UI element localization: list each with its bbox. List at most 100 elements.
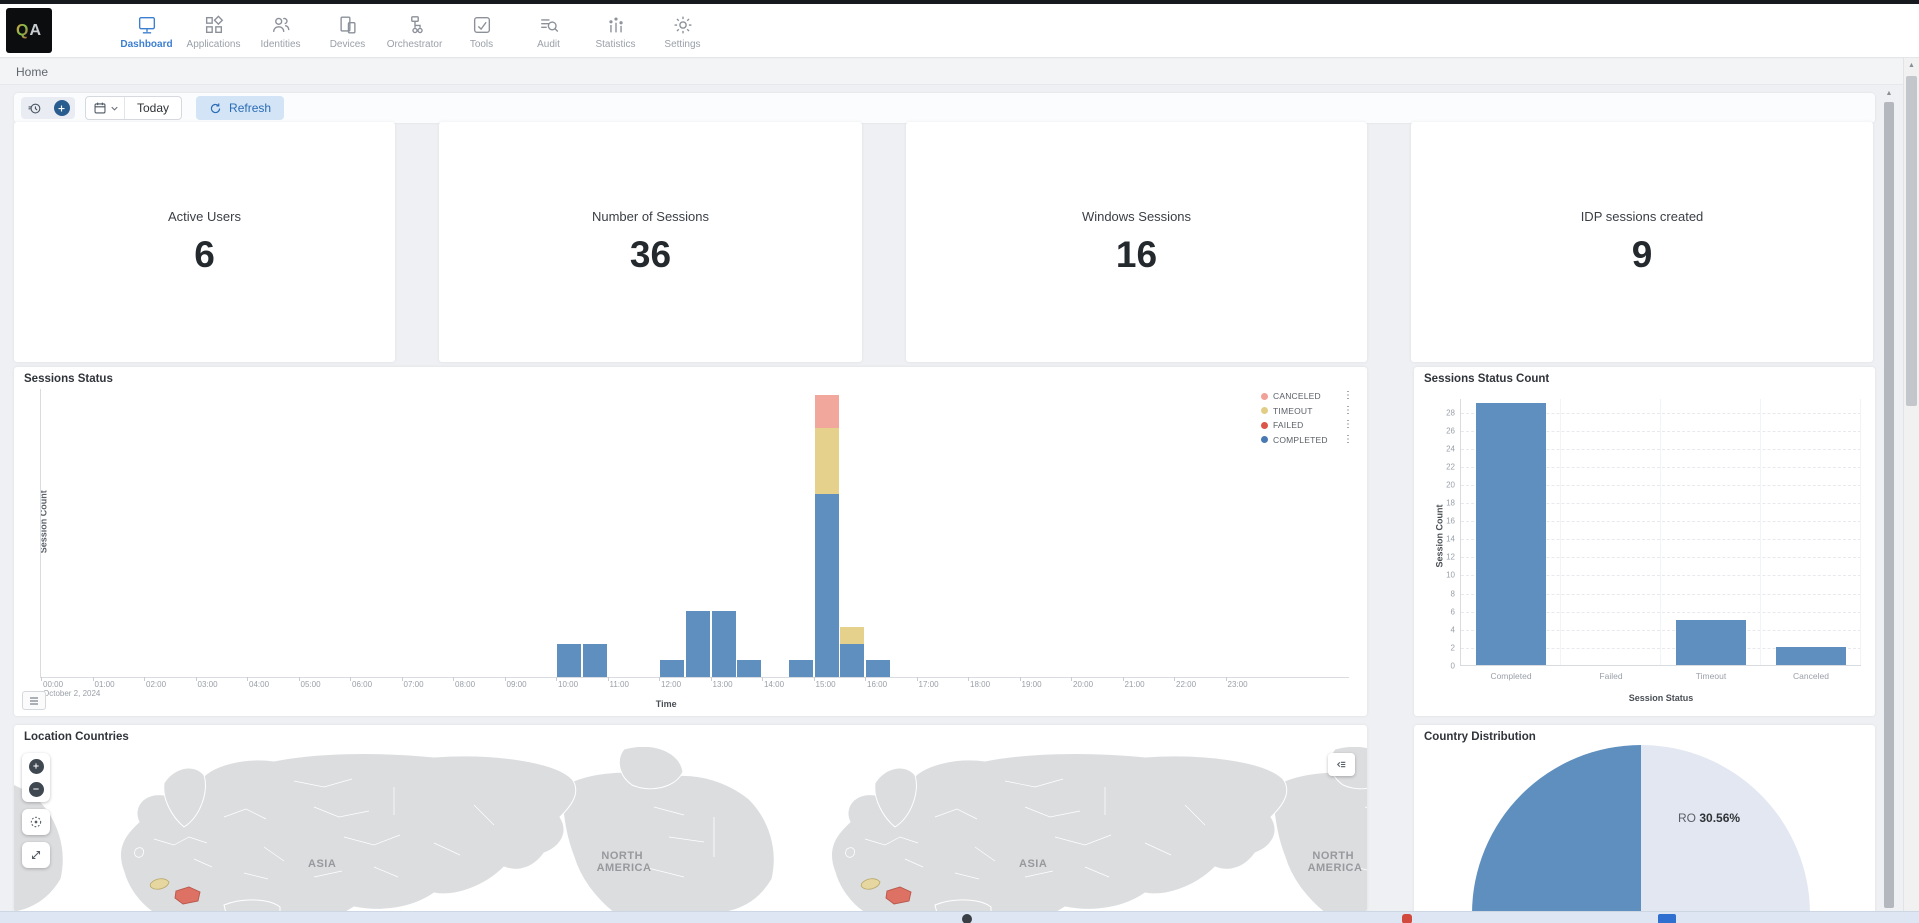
- content-scrollbar[interactable]: ▲: [1883, 88, 1895, 912]
- nav-item-devices[interactable]: Devices: [314, 6, 381, 58]
- sessions-count-title: Sessions Status Count: [1424, 373, 1550, 385]
- legend-label: COMPLETED: [1273, 434, 1328, 445]
- refresh-icon: [210, 103, 221, 113]
- y-axis-tick-label: 12: [1446, 552, 1455, 562]
- count-bar-canceled[interactable]: [1776, 646, 1846, 665]
- stat-card-number-of-sessions: Number of Sessions 36: [439, 122, 862, 362]
- country-distribution-pie[interactable]: [1472, 745, 1810, 923]
- refresh-button[interactable]: Refresh: [196, 96, 285, 120]
- stat-card-title: Number of Sessions: [591, 208, 710, 224]
- nav-item-settings[interactable]: Settings: [649, 6, 716, 58]
- add-widget-button[interactable]: [48, 97, 75, 119]
- legend-menu-kebab-icon[interactable]: ⋮: [1343, 390, 1353, 401]
- stacked-bar-10:30[interactable]: [582, 643, 607, 677]
- zoom-in-button[interactable]: [28, 758, 44, 774]
- page-scroll-up-arrow[interactable]: ▲: [1908, 62, 1915, 69]
- nav-label: Statistics: [595, 39, 636, 50]
- bar-segment-timeout: [814, 428, 839, 495]
- nav-item-audit[interactable]: Audit: [515, 6, 582, 58]
- y-axis-tick-label: 10: [1446, 570, 1455, 580]
- plus-circle-icon: [53, 100, 70, 116]
- count-bar-timeout[interactable]: [1676, 619, 1746, 665]
- nav-item-identities[interactable]: Identities: [247, 6, 314, 58]
- x-axis-tick: [1225, 677, 1227, 681]
- settings-icon: [674, 16, 691, 34]
- zoom-out-button[interactable]: [28, 781, 44, 797]
- chart-menu-button[interactable]: [22, 691, 46, 710]
- today-button[interactable]: Today: [137, 101, 170, 115]
- category-label: Failed: [1599, 671, 1623, 681]
- y-axis-tick-label: 22: [1446, 462, 1455, 472]
- content-scroll-up-arrow[interactable]: ▲: [1885, 90, 1893, 97]
- nav-item-tools[interactable]: Tools: [448, 6, 515, 58]
- y-axis-tick-label: 24: [1446, 444, 1455, 454]
- x-axis-label: 02:00: [146, 680, 167, 689]
- nav-label: Devices: [329, 39, 366, 50]
- sessions-count-xlabel: Session Status: [1628, 693, 1694, 703]
- legend-menu-kebab-icon[interactable]: ⋮: [1343, 433, 1353, 445]
- y-axis-tick-label: 20: [1446, 480, 1455, 490]
- nav-item-statistics[interactable]: Statistics: [582, 6, 649, 58]
- stacked-bar-12:30[interactable]: [685, 610, 710, 677]
- stacked-bar-13:00[interactable]: [711, 610, 736, 677]
- legend-label: FAILED: [1273, 420, 1304, 430]
- bar-segment-completed: [557, 643, 581, 677]
- date-picker-button[interactable]: [86, 101, 124, 115]
- zoom-in-icon: [28, 758, 44, 774]
- sessions-status-plot: Time 00:00 01:00 02:00 03:00 04:00 05:00 06:00…: [40, 389, 1349, 709]
- map-legend-toggle-button[interactable]: [1328, 753, 1355, 776]
- category-column: Completed: [1461, 399, 1561, 681]
- category-label: Timeout: [1695, 671, 1727, 681]
- date-range-group: Today: [85, 96, 183, 120]
- gridline: [1461, 593, 1861, 595]
- legend-dot: [1261, 436, 1268, 443]
- stat-card-title: Windows Sessions: [1081, 208, 1192, 224]
- stacked-bar-16:00[interactable]: [866, 660, 890, 677]
- stacked-bar-10:00[interactable]: [557, 643, 581, 677]
- x-axis-label: 19:00: [1021, 680, 1042, 689]
- x-axis-tick: [1174, 677, 1175, 681]
- nav-label: Identities: [260, 39, 301, 50]
- x-axis-tick: [195, 677, 197, 681]
- stacked-bar-13:30[interactable]: [737, 660, 762, 677]
- gridline: [1461, 629, 1861, 631]
- stacked-bar-12:00[interactable]: [660, 660, 684, 677]
- content-scroll-thumb[interactable]: [1884, 102, 1894, 908]
- gridline: [1461, 611, 1861, 613]
- gridline: [1461, 430, 1861, 432]
- breadcrumb[interactable]: Home: [16, 64, 49, 79]
- taskbar-app-icon-red[interactable]: [1402, 914, 1412, 923]
- legend-menu-kebab-icon[interactable]: ⋮: [1343, 419, 1353, 430]
- taskbar-app-icon-dark[interactable]: [962, 914, 972, 923]
- stacked-bar-15:00[interactable]: [814, 394, 839, 677]
- taskbar-app-icon-blue[interactable]: [1658, 914, 1676, 923]
- fullscreen-button[interactable]: [28, 847, 44, 863]
- nav-item-orchestrator[interactable]: Orchestrator: [381, 6, 448, 58]
- stacked-bar-15:30[interactable]: [840, 627, 865, 677]
- x-axis-label: 12:00: [661, 680, 682, 689]
- legend-row-canceled: CANCELED ⋮: [1261, 391, 1353, 401]
- locate-button[interactable]: [28, 814, 44, 830]
- page-scrollbar[interactable]: ▲ ▼: [1903, 58, 1919, 923]
- nav-item-applications[interactable]: Applications: [180, 6, 247, 58]
- legend-menu-kebab-icon[interactable]: ⋮: [1343, 404, 1353, 416]
- stat-card-value: 36: [629, 233, 672, 275]
- x-axis-label: 06:00: [352, 680, 373, 689]
- history-button[interactable]: [21, 97, 48, 119]
- stacked-bar-14:30[interactable]: [788, 660, 813, 677]
- x-axis-tick: [92, 677, 94, 681]
- world-map[interactable]: ASIA NORTH AMERICA: [14, 747, 1367, 912]
- count-bar-completed[interactable]: [1476, 402, 1546, 665]
- x-axis-label: 15:00: [815, 680, 836, 689]
- audit-icon: [540, 19, 558, 32]
- legend-row-timeout: TIMEOUT ⋮: [1261, 404, 1353, 416]
- y-axis-tick-label: 2: [1450, 643, 1455, 653]
- page-scroll-thumb[interactable]: [1906, 76, 1917, 406]
- gridline: [1461, 448, 1861, 450]
- nav-item-dashboard[interactable]: Dashboard: [113, 6, 180, 58]
- dashboard-toolbar: Today Refresh: [14, 93, 1875, 123]
- category-column: Failed: [1561, 399, 1661, 681]
- tools-icon: [473, 16, 490, 34]
